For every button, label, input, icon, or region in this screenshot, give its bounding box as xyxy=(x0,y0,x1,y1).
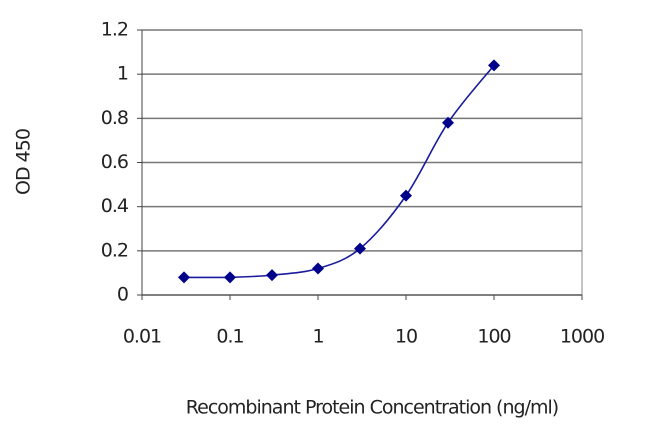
marker xyxy=(488,59,500,72)
x-tick-label: 0.1 xyxy=(216,326,243,348)
x-tick-label: 100 xyxy=(477,326,510,348)
y-tick-label: 0.4 xyxy=(101,195,129,217)
x-tick-label: 1000 xyxy=(560,326,604,348)
y-tick-label: 0 xyxy=(117,284,128,306)
y-tick-label: 0.6 xyxy=(101,151,128,173)
y-tick-label: 0.8 xyxy=(101,107,128,129)
y-axis-title: OD 450 xyxy=(13,129,35,195)
x-tick-label: 0.01 xyxy=(123,326,161,348)
marker xyxy=(441,116,454,129)
x-tick-label: 1 xyxy=(312,326,323,348)
y-tick-label: 1.2 xyxy=(101,19,128,41)
y-tick-label: 0.2 xyxy=(101,239,128,261)
marker xyxy=(265,269,278,282)
x-axis-title: Recombinant Protein Concentration (ng/ml… xyxy=(186,397,558,419)
marker xyxy=(224,271,236,284)
marker xyxy=(177,271,190,284)
y-tick-label: 1 xyxy=(117,63,128,85)
marker xyxy=(400,189,412,202)
marker xyxy=(353,242,366,255)
marker xyxy=(312,262,324,275)
x-tick-label: 10 xyxy=(395,326,417,348)
